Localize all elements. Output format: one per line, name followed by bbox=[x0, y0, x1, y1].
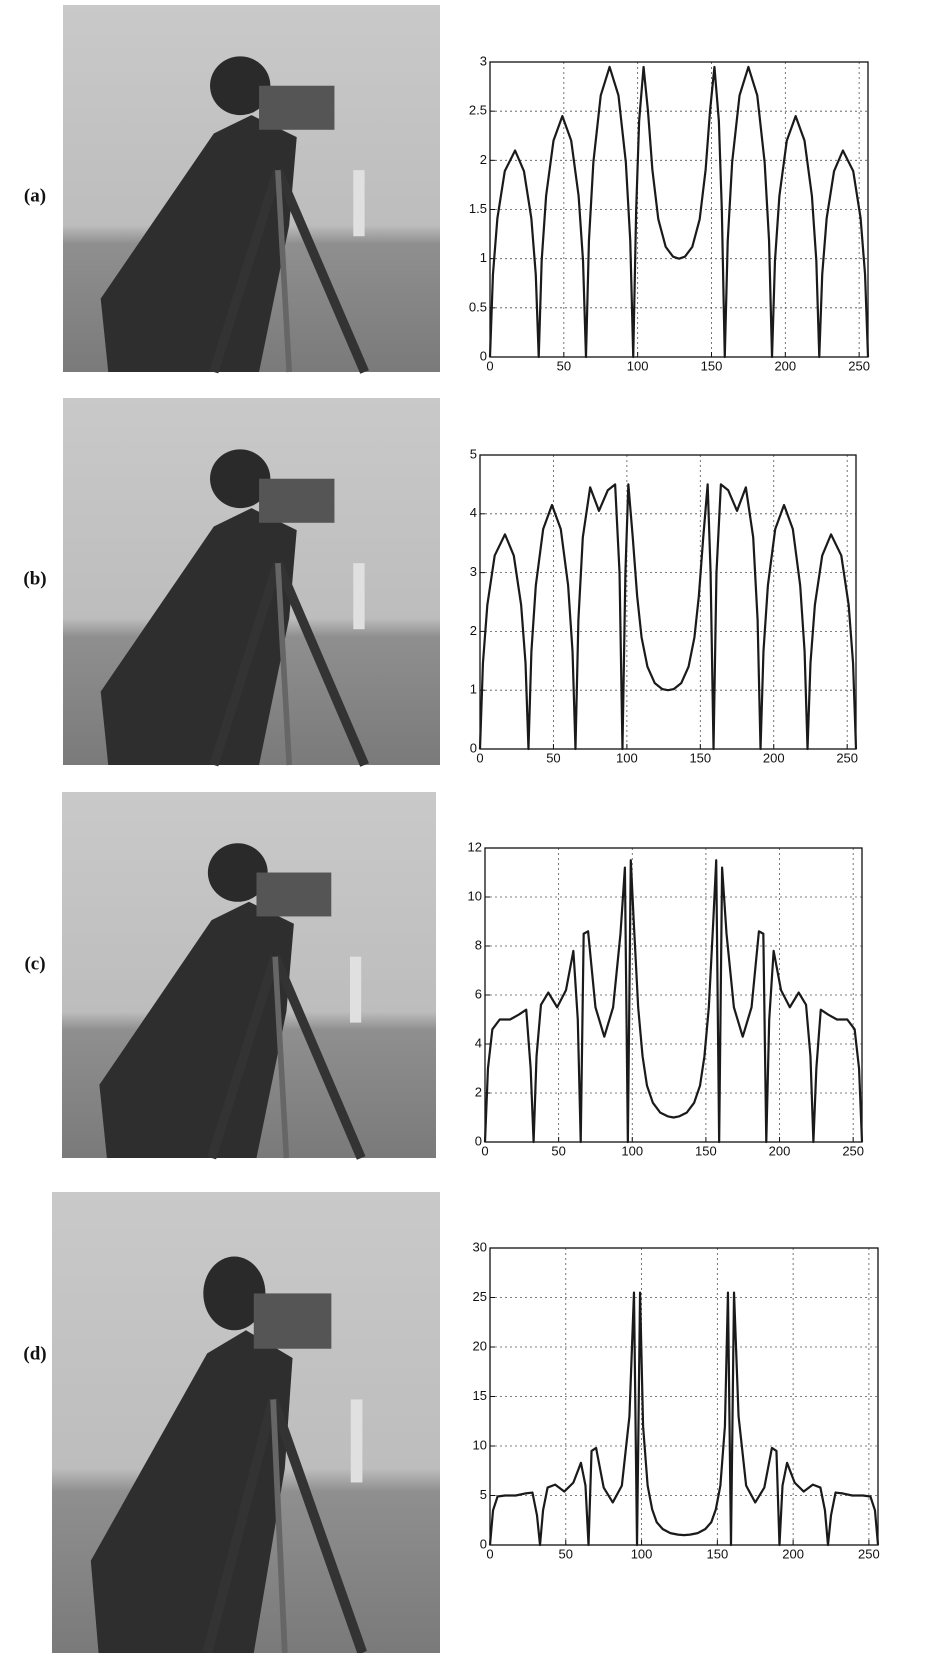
y-tick-label: 0.5 bbox=[469, 299, 487, 314]
photo bbox=[63, 398, 440, 765]
x-tick-label: 150 bbox=[701, 358, 723, 373]
y-tick-label: 5 bbox=[470, 446, 477, 461]
y-tick-label: 10 bbox=[468, 888, 482, 903]
line-series bbox=[488, 1291, 880, 1547]
photo bbox=[62, 792, 436, 1158]
panel-label: (d) bbox=[23, 1343, 46, 1364]
x-tick-label: 0 bbox=[481, 1143, 488, 1158]
y-tick-label: 8 bbox=[475, 937, 482, 952]
y-tick-label: 1.5 bbox=[469, 201, 487, 216]
x-tick-label: 0 bbox=[476, 750, 483, 765]
x-tick-label: 150 bbox=[706, 1546, 728, 1561]
x-tick-label: 250 bbox=[858, 1546, 880, 1561]
y-tick-label: 10 bbox=[473, 1437, 487, 1452]
y-tick-label: 4 bbox=[475, 1035, 482, 1050]
x-tick-label: 200 bbox=[774, 358, 796, 373]
x-tick-label: 250 bbox=[848, 358, 870, 373]
y-tick-label: 2 bbox=[480, 152, 487, 167]
plot-frame bbox=[479, 454, 857, 750]
y-tick-label: 15 bbox=[473, 1388, 487, 1403]
y-tick-label: 25 bbox=[473, 1289, 487, 1304]
y-tick-label: 12 bbox=[468, 839, 482, 854]
y-tick-label: 3 bbox=[470, 564, 477, 579]
y-tick-label: 0 bbox=[480, 348, 487, 363]
photo bbox=[52, 1192, 440, 1653]
x-tick-label: 0 bbox=[486, 358, 493, 373]
y-tick-label: 2.5 bbox=[469, 103, 487, 118]
x-tick-label: 200 bbox=[763, 750, 785, 765]
y-tick-label: 2 bbox=[475, 1084, 482, 1099]
line-series bbox=[478, 483, 858, 751]
x-tick-label: 50 bbox=[551, 1143, 565, 1158]
line-series bbox=[488, 65, 870, 359]
x-tick-label: 200 bbox=[769, 1143, 791, 1158]
y-tick-label: 5 bbox=[480, 1487, 487, 1502]
y-tick-label: 20 bbox=[473, 1338, 487, 1353]
x-tick-label: 50 bbox=[546, 750, 560, 765]
x-tick-label: 100 bbox=[631, 1546, 653, 1561]
x-tick-label: 200 bbox=[782, 1546, 804, 1561]
x-tick-label: 150 bbox=[695, 1143, 717, 1158]
plot-frame bbox=[484, 847, 863, 1143]
x-tick-label: 150 bbox=[689, 750, 711, 765]
panel-label: (a) bbox=[24, 185, 46, 206]
x-tick-label: 250 bbox=[836, 750, 858, 765]
plot-frame bbox=[489, 1247, 879, 1546]
panel-label: (c) bbox=[24, 953, 45, 974]
x-tick-label: 0 bbox=[486, 1546, 493, 1561]
y-tick-label: 1 bbox=[470, 682, 477, 697]
x-tick-label: 50 bbox=[557, 358, 571, 373]
x-tick-label: 100 bbox=[616, 750, 638, 765]
y-tick-label: 1 bbox=[480, 250, 487, 265]
photo bbox=[63, 5, 440, 372]
y-tick-label: 0 bbox=[480, 1536, 487, 1551]
x-tick-label: 100 bbox=[621, 1143, 643, 1158]
x-tick-label: 250 bbox=[842, 1143, 864, 1158]
x-tick-label: 50 bbox=[559, 1546, 573, 1561]
y-tick-label: 6 bbox=[475, 986, 482, 1001]
y-tick-label: 2 bbox=[470, 623, 477, 638]
y-tick-label: 30 bbox=[473, 1239, 487, 1254]
x-tick-label: 100 bbox=[627, 358, 649, 373]
line-series bbox=[483, 859, 864, 1144]
y-tick-label: 0 bbox=[475, 1133, 482, 1148]
y-tick-label: 0 bbox=[470, 740, 477, 755]
y-tick-label: 4 bbox=[470, 505, 477, 520]
panel-label: (b) bbox=[23, 568, 46, 589]
plot-frame bbox=[489, 61, 869, 358]
y-tick-label: 3 bbox=[480, 53, 487, 68]
